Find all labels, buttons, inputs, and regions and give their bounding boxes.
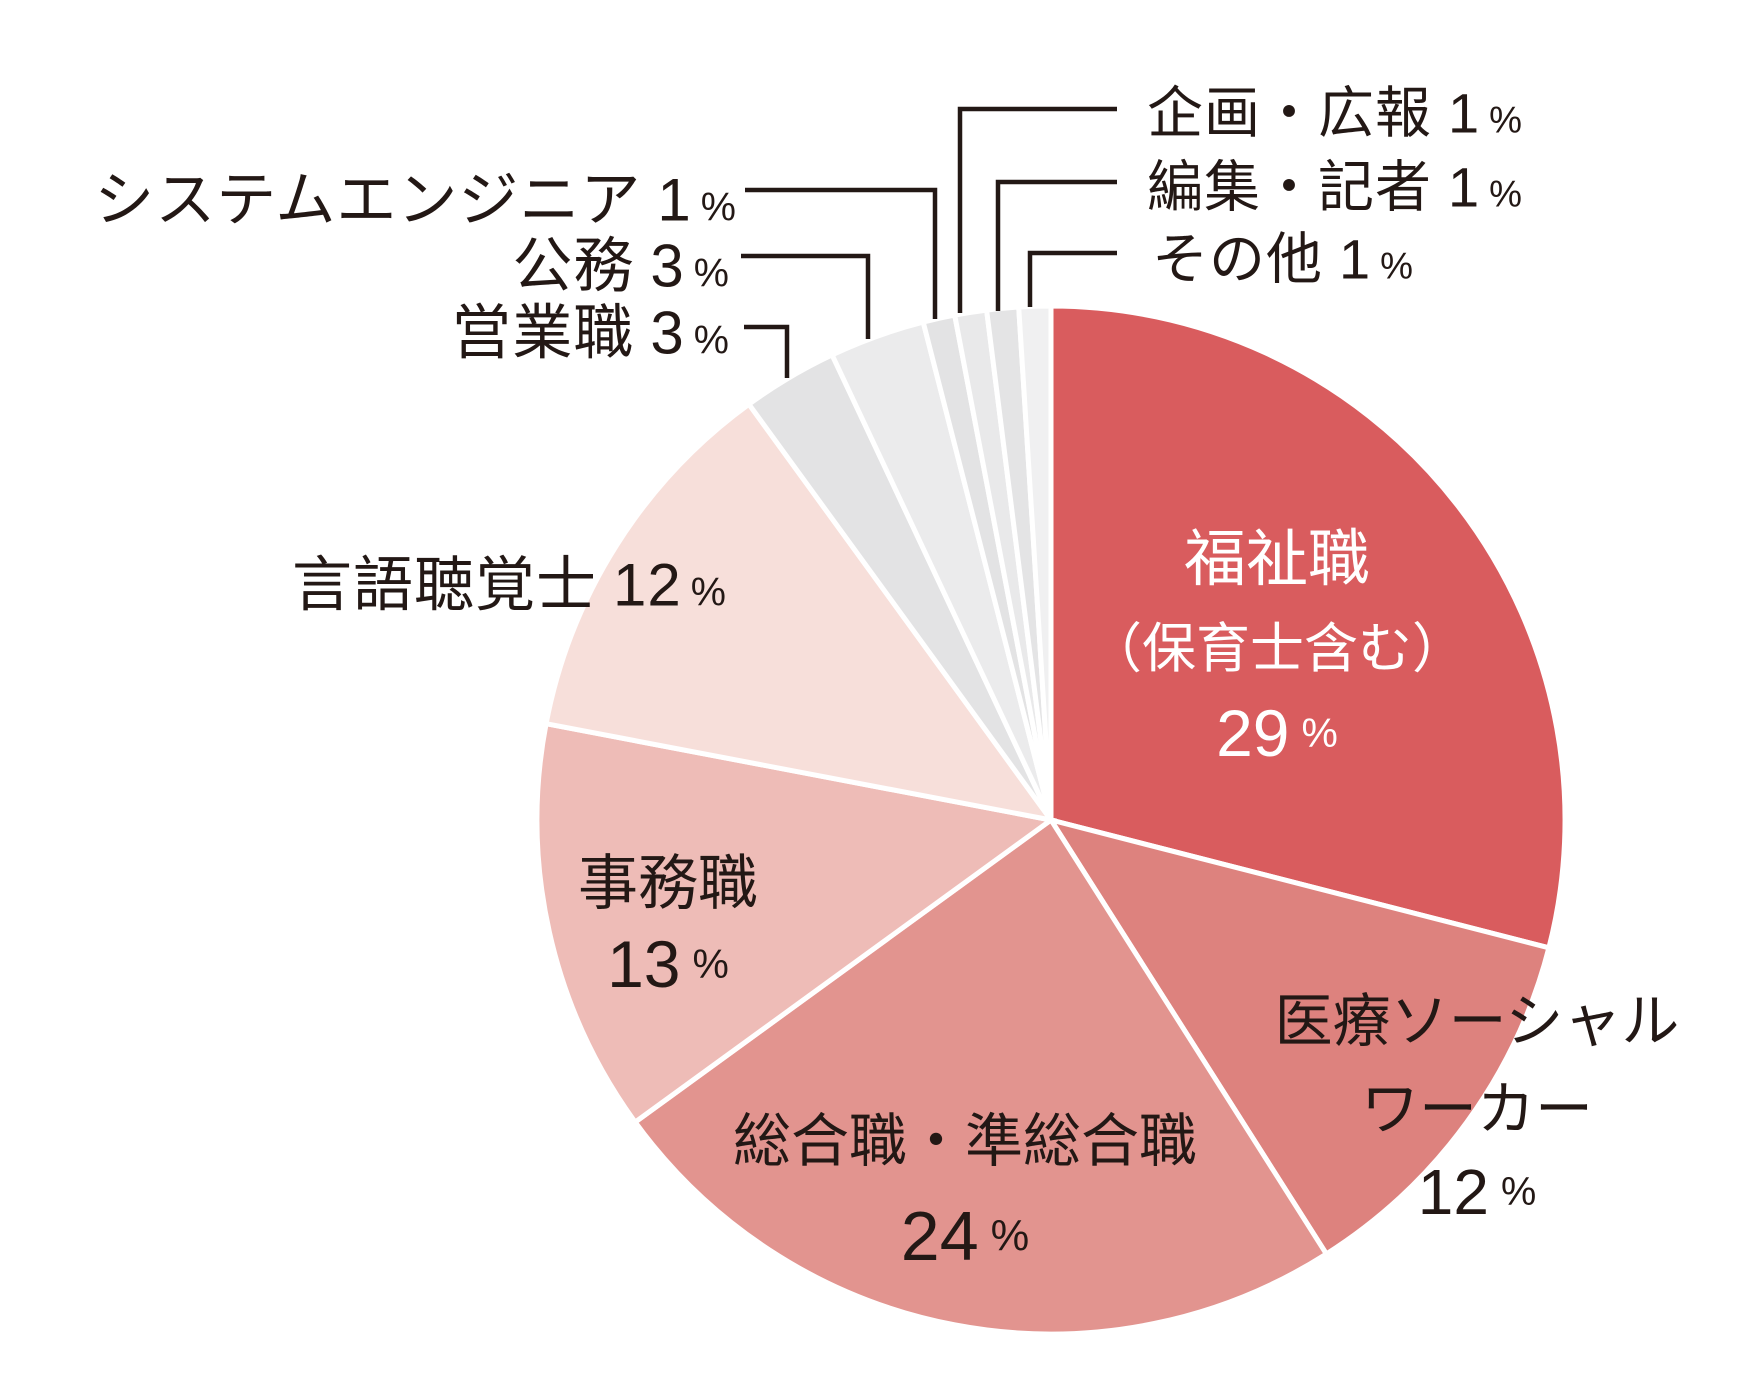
pie-slice-3 — [534, 720, 1058, 1126]
label-sogoshoku-value-row: 24% — [733, 1186, 1197, 1286]
leader-line-henshu-kisha — [995, 179, 1117, 311]
label-system-engineer-text: システムエンジニア — [94, 166, 642, 234]
pie-slices-group — [534, 303, 1568, 1337]
label-iryo-social-worker-unit: % — [1500, 1169, 1537, 1214]
pie-slice-10 — [1016, 303, 1054, 821]
label-jimushoku-value-row: 13% — [578, 921, 758, 1007]
label-system-engineer-value: 1 — [657, 166, 692, 234]
label-sonota-unit: % — [1380, 245, 1415, 287]
label-eigyoshoku-text: 営業職 — [451, 299, 635, 367]
label-system-engineer-unit: % — [700, 185, 737, 230]
label-iryo-social-worker-line2: ワーカー — [1360, 1077, 1593, 1142]
label-koumu-value: 3 — [650, 232, 685, 300]
label-koumu-text: 公務 — [512, 232, 635, 300]
label-sogoshoku-line1: 総合職・準総合職 — [732, 1109, 1198, 1174]
label-jimushoku: 事務職 13% — [578, 835, 758, 1007]
label-henshu-kisha-unit: % — [1489, 173, 1524, 215]
label-sonota-value: 1 — [1339, 227, 1372, 291]
label-iryo-social-worker-value: 12 — [1417, 1156, 1489, 1228]
label-gengochokakushi-unit: % — [690, 570, 727, 615]
pie-slice-4 — [543, 400, 1057, 824]
label-kikaku-koho-text: 企画・広報 — [1147, 81, 1432, 145]
label-jimushoku-value: 13 — [607, 927, 681, 1001]
label-gengochokakushi-value: 12 — [613, 551, 682, 619]
label-iryo-social-worker-value-row: 12% — [1275, 1148, 1680, 1236]
leader-lines-group — [741, 106, 1117, 378]
label-kikaku-koho: 企画・広報 1% — [1147, 69, 1523, 150]
leader-line-sonota — [1027, 250, 1117, 307]
label-kikaku-koho-value: 1 — [1448, 81, 1481, 145]
label-henshu-kisha: 編集・記者 1% — [1147, 143, 1523, 224]
label-fukushishoku-value: 29 — [1216, 696, 1290, 770]
label-eigyoshoku-value: 3 — [650, 299, 685, 367]
leader-line-kikaku-koho — [957, 106, 1117, 313]
leader-line-system-engineer — [745, 187, 938, 319]
label-fukushishoku-line2: （保育士含む） — [1088, 618, 1466, 679]
label-eigyoshoku: 営業職 3% — [451, 285, 730, 372]
label-fukushishoku-line1: 福祉職 — [1183, 525, 1370, 594]
label-sogoshoku-value: 24 — [900, 1197, 979, 1275]
label-henshu-kisha-value: 1 — [1448, 155, 1481, 219]
label-gengochokakushi: 言語聴覚士 12% — [292, 537, 727, 624]
pie-slice-0 — [1048, 303, 1568, 951]
label-iryo-social-worker: 医療ソーシャル ワーカー 12% — [1275, 972, 1680, 1236]
label-jimushoku-line1: 事務職 — [578, 849, 758, 917]
label-koumu-unit: % — [693, 251, 730, 296]
label-henshu-kisha-text: 編集・記者 — [1147, 155, 1432, 219]
label-sogoshoku-unit: % — [990, 1211, 1030, 1260]
label-iryo-social-worker-line1: 医療ソーシャル — [1274, 989, 1680, 1054]
label-eigyoshoku-unit: % — [693, 318, 730, 363]
pie-slice-1 — [1045, 816, 1552, 1258]
pie-slice-2 — [631, 816, 1330, 1337]
label-fukushishoku-unit: % — [1301, 709, 1338, 756]
label-system-engineer: システムエンジニア 1% — [94, 152, 737, 239]
label-sonota: その他 1% — [1152, 215, 1414, 296]
label-koumu: 公務 3% — [512, 218, 730, 305]
label-gengochokakushi-text: 言語聴覚士 — [292, 551, 597, 619]
label-sogoshoku: 総合職・準総合職 24% — [733, 1086, 1197, 1286]
label-fukushishoku: 福祉職 （保育士含む） 29% — [1088, 508, 1466, 778]
label-kikaku-koho-unit: % — [1489, 99, 1524, 141]
leader-line-eigyoshoku — [744, 324, 790, 378]
label-sonota-text: その他 — [1152, 227, 1323, 291]
label-jimushoku-unit: % — [692, 940, 729, 987]
label-fukushishoku-value-row: 29% — [1088, 688, 1466, 778]
leader-line-koumu — [741, 253, 871, 339]
